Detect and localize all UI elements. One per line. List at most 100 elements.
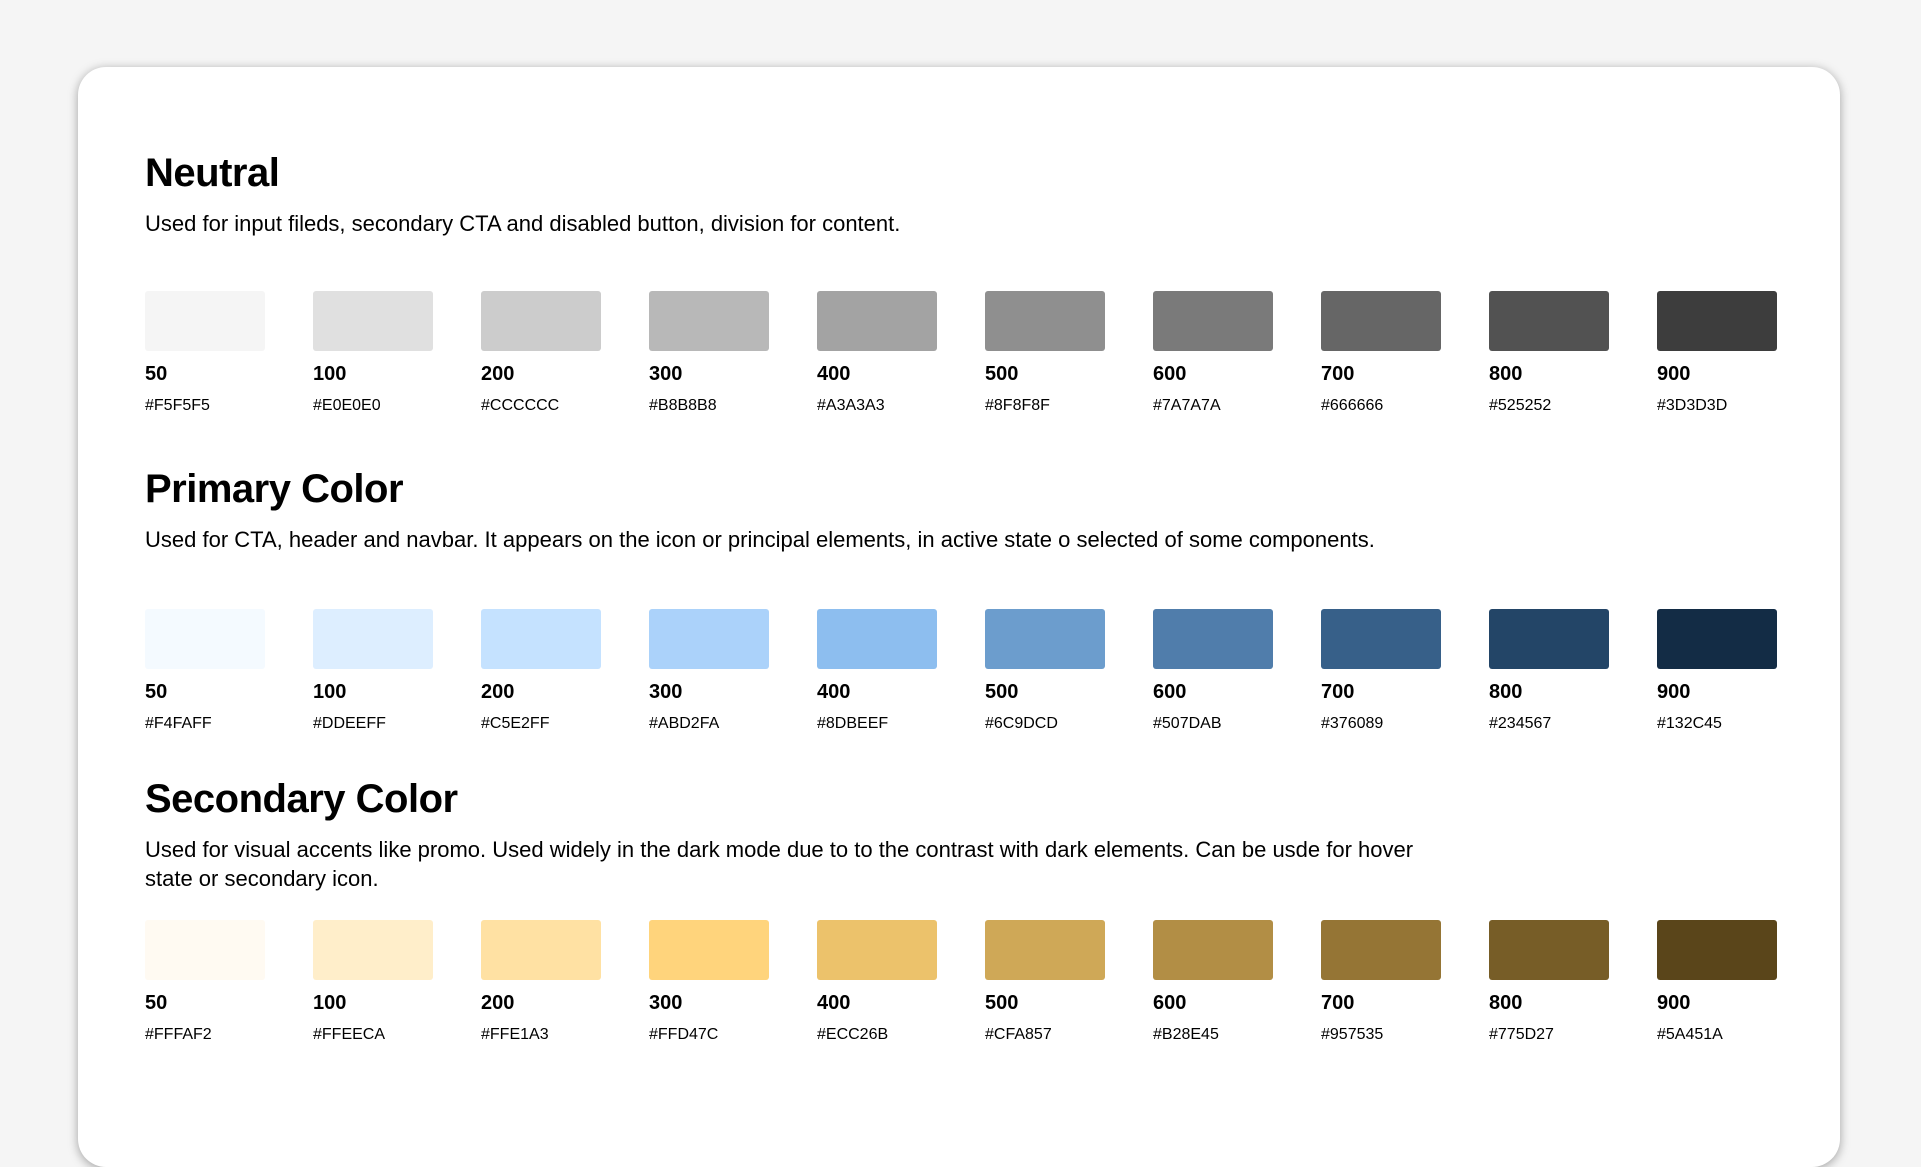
section-title: Secondary Color <box>145 777 458 821</box>
swatch-label: 700 <box>1321 992 1355 1014</box>
swatch-label: 400 <box>817 992 851 1014</box>
swatch: 50 #FFFAF2 <box>145 920 265 1044</box>
color-chip <box>985 609 1105 669</box>
color-chip <box>817 291 937 351</box>
swatch-hex: #376089 <box>1321 715 1384 732</box>
swatch: 500 #6C9DCD <box>985 609 1105 733</box>
swatch: 900 #3D3D3D <box>1657 291 1777 415</box>
swatch-hex: #CCCCCC <box>481 397 560 414</box>
section-title: Primary Color <box>145 467 404 511</box>
swatch-label: 700 <box>1321 681 1355 703</box>
swatch-hex: #B28E45 <box>1153 1026 1219 1043</box>
color-chip <box>1657 920 1777 980</box>
swatch-label: 200 <box>481 363 515 385</box>
swatch-label: 50 <box>145 681 168 703</box>
section-secondary-color: Secondary Color Used for visual accents … <box>145 775 1785 1043</box>
color-chip <box>649 920 769 980</box>
swatch-label: 800 <box>1489 992 1523 1014</box>
color-chip <box>1153 920 1273 980</box>
swatch: 200 #C5E2FF <box>481 609 601 733</box>
swatch: 900 #5A451A <box>1657 920 1777 1044</box>
swatch-row: 50 #F4FAFF 100 #DDEEFF 200 #C5E2FF 300 #ABD2FA 4… <box>145 609 1777 733</box>
swatch-row: 50 #F5F5F5 100 #E0E0E0 200 #CCCCCC 300 #B8B8B8 4… <box>145 291 1777 415</box>
swatch-hex: #525252 <box>1489 397 1552 414</box>
swatch-hex: #F5F5F5 <box>145 397 210 414</box>
color-chip <box>145 291 265 351</box>
color-chip <box>1489 291 1609 351</box>
swatch-label: 500 <box>985 681 1019 703</box>
color-chip <box>1153 291 1273 351</box>
color-chip <box>817 920 937 980</box>
swatch: 700 #376089 <box>1321 609 1441 733</box>
swatch-label: 200 <box>481 681 515 703</box>
swatch-hex: #5A451A <box>1657 1026 1723 1043</box>
swatch: 900 #132C45 <box>1657 609 1777 733</box>
swatch: 100 #FFEECA <box>313 920 433 1044</box>
swatch: 400 #8DBEEF <box>817 609 937 733</box>
swatch-hex: #C5E2FF <box>481 715 550 732</box>
swatch-hex: #507DAB <box>1153 715 1222 732</box>
color-chip <box>145 920 265 980</box>
color-chip <box>1321 920 1441 980</box>
color-palette-card: Neutral Used for input fileds, secondary… <box>78 67 1840 1167</box>
swatch: 50 #F5F5F5 <box>145 291 265 415</box>
swatch-hex: #6C9DCD <box>985 715 1058 732</box>
swatch: 700 #666666 <box>1321 291 1441 415</box>
swatch: 300 #FFD47C <box>649 920 769 1044</box>
swatch-label: 400 <box>817 363 851 385</box>
section-description: Used for input fileds, secondary CTA and… <box>145 211 901 236</box>
swatch-hex: #B8B8B8 <box>649 397 717 414</box>
swatch-hex: #ECC26B <box>817 1026 889 1043</box>
color-chip <box>1489 609 1609 669</box>
swatch-label: 500 <box>985 363 1019 385</box>
swatch-hex: #132C45 <box>1657 715 1722 732</box>
color-chip <box>313 609 433 669</box>
swatch-hex: #FFD47C <box>649 1026 719 1043</box>
swatch: 500 #8F8F8F <box>985 291 1105 415</box>
color-chip <box>817 609 937 669</box>
swatch-label: 300 <box>649 363 683 385</box>
swatch-row: 50 #FFFAF2 100 #FFEECA 200 #FFE1A3 300 #FFD47C 4… <box>145 920 1777 1044</box>
swatch: 200 #CCCCCC <box>481 291 601 415</box>
swatch-label: 400 <box>817 681 851 703</box>
color-chip <box>145 609 265 669</box>
color-chip <box>985 920 1105 980</box>
color-chip <box>1657 609 1777 669</box>
section-neutral: Neutral Used for input fileds, secondary… <box>145 149 1785 414</box>
section-description: Used for CTA, header and navbar. It appe… <box>145 527 1375 552</box>
color-chip <box>313 291 433 351</box>
swatch: 500 #CFA857 <box>985 920 1105 1044</box>
swatch-hex: #DDEEFF <box>313 715 386 732</box>
swatch-hex: #957535 <box>1321 1026 1384 1043</box>
swatch: 600 #507DAB <box>1153 609 1273 733</box>
swatch-label: 900 <box>1657 681 1691 703</box>
swatch: 300 #ABD2FA <box>649 609 769 733</box>
swatch: 800 #525252 <box>1489 291 1609 415</box>
swatch-label: 600 <box>1153 992 1187 1014</box>
swatch: 600 #B28E45 <box>1153 920 1273 1044</box>
swatch-label: 900 <box>1657 363 1691 385</box>
color-chip <box>1321 609 1441 669</box>
section-primary-color: Primary Color Used for CTA, header and n… <box>145 465 1785 732</box>
swatch-label: 100 <box>313 681 347 703</box>
swatch: 300 #B8B8B8 <box>649 291 769 415</box>
color-chip <box>1657 291 1777 351</box>
swatch-label: 300 <box>649 681 683 703</box>
swatch: 200 #FFE1A3 <box>481 920 601 1044</box>
swatch-hex: #8F8F8F <box>985 397 1050 414</box>
swatch-hex: #775D27 <box>1489 1026 1554 1043</box>
swatch: 50 #F4FAFF <box>145 609 265 733</box>
color-chip <box>649 609 769 669</box>
swatch-label: 900 <box>1657 992 1691 1014</box>
swatch: 700 #957535 <box>1321 920 1441 1044</box>
swatch-label: 200 <box>481 992 515 1014</box>
swatch: 400 #ECC26B <box>817 920 937 1044</box>
swatch-label: 50 <box>145 992 168 1014</box>
swatch: 600 #7A7A7A <box>1153 291 1273 415</box>
swatch-hex: #234567 <box>1489 715 1552 732</box>
swatch-label: 100 <box>313 992 347 1014</box>
color-chip <box>313 920 433 980</box>
swatch-hex: #FFFAF2 <box>145 1026 212 1043</box>
swatch: 800 #775D27 <box>1489 920 1609 1044</box>
color-chip <box>985 291 1105 351</box>
